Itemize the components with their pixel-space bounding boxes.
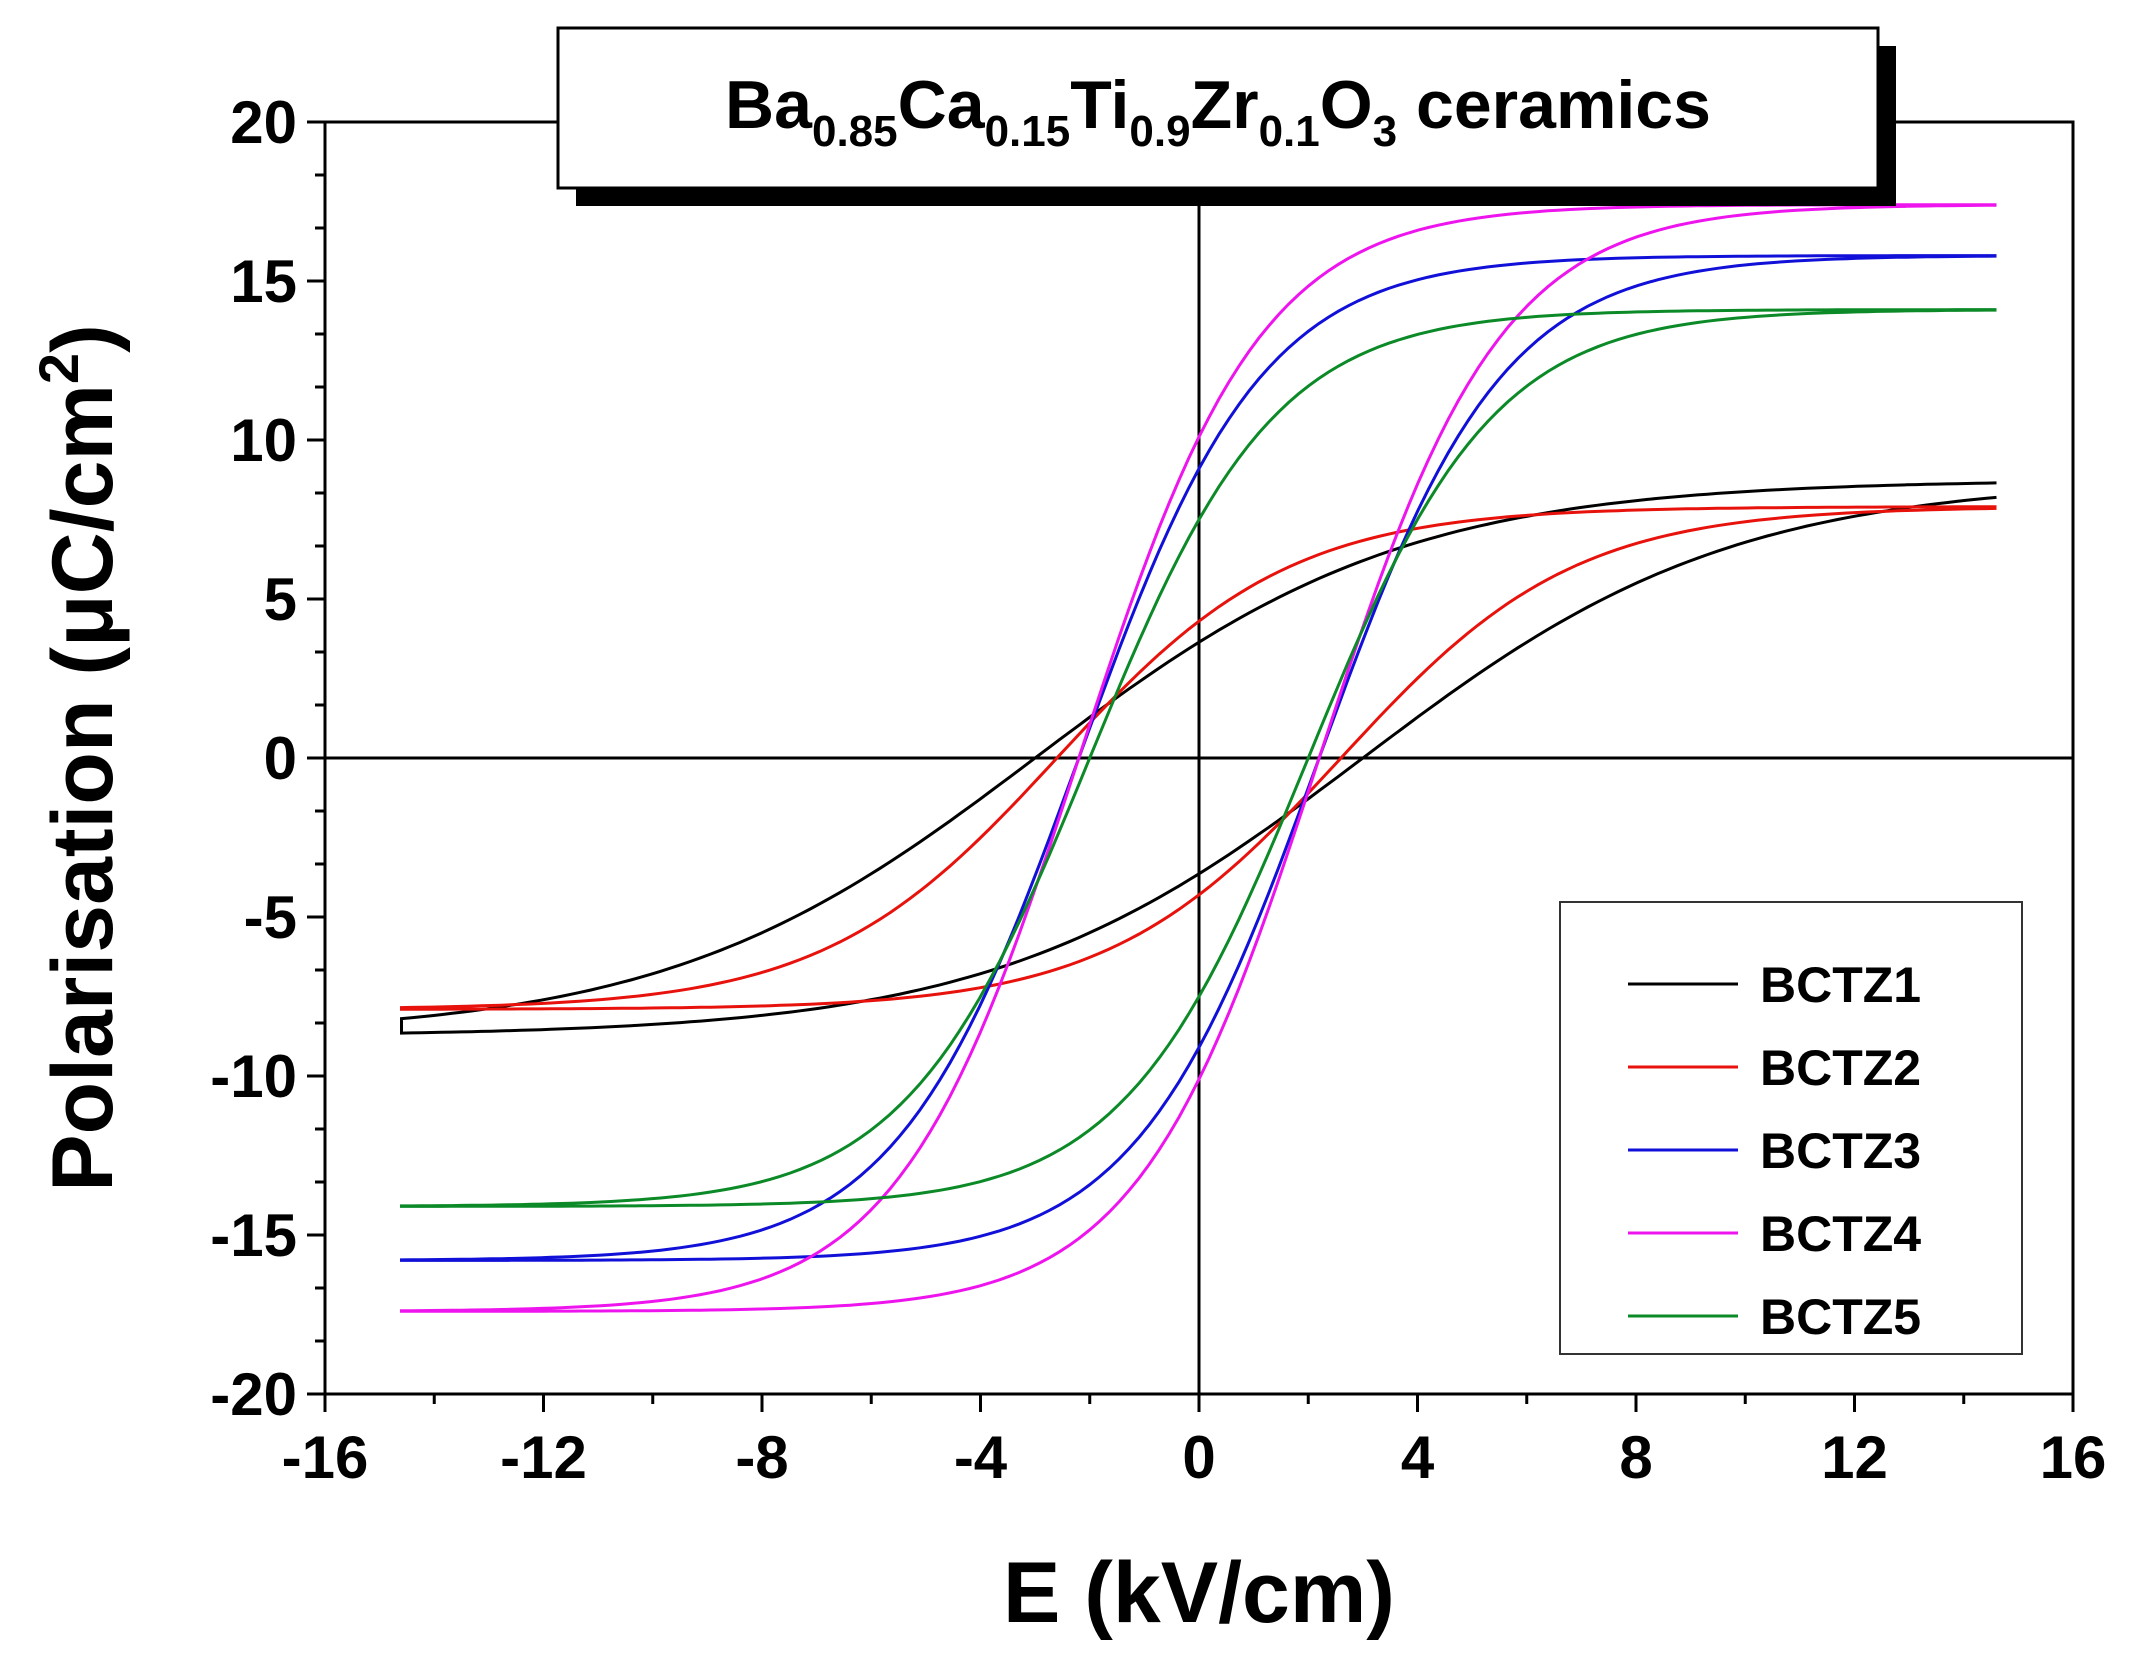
title-segment: Ca (898, 67, 986, 143)
axis-ticks-group: -16 -12 -8 -4 0 4 8 12 16 -20 -15 -10 -5 0 5 10 15 20 (210, 89, 2106, 1491)
title-subscript: 3 (1373, 107, 1397, 156)
x-axis-label: E (kV/cm) (1003, 1545, 1395, 1641)
y-tick-label: -20 (210, 1361, 297, 1428)
series-curve-bctz2 (400, 505, 1997, 1011)
y-tick-label: -15 (210, 1202, 297, 1269)
x-tick-label: 16 (2040, 1424, 2107, 1491)
y-label-segment: μ (35, 594, 131, 647)
legend-label-bctz5: BCTZ5 (1760, 1289, 1921, 1345)
y-tick-label: 20 (230, 89, 297, 156)
title-subscript: 0.15 (985, 107, 1071, 156)
title-segment: Zr (1191, 67, 1259, 143)
axis-labels-group: E (kV/cm) Polarisation (μC/cm2) (27, 324, 1395, 1641)
y-axis-label: Polarisation (μC/cm2) (27, 324, 131, 1191)
title-subscript: 0.9 (1129, 107, 1190, 156)
series-curve-bctz3 (400, 254, 1997, 1262)
chart-title-group: Ba0.85Ca0.15Ti0.9Zr0.1O3 ceramics (556, 26, 1896, 206)
y-label-segment: Polarisation ( (35, 647, 131, 1192)
series-curve-bctz5 (400, 308, 1997, 1208)
y-label-superscript: 2 (27, 353, 90, 384)
legend-box (1559, 901, 2023, 1355)
title-box (556, 26, 1880, 190)
y-tick-label: 5 (264, 566, 297, 633)
legend-label-bctz3: BCTZ3 (1760, 1123, 1921, 1179)
title-segment: ceramics (1397, 67, 1711, 143)
x-tick-label: -8 (735, 1424, 788, 1491)
series-curve-bctz4 (400, 203, 1997, 1313)
legend-label-bctz1: BCTZ1 (1760, 957, 1921, 1013)
x-tick-label: 12 (1821, 1424, 1888, 1491)
y-tick-label: -10 (210, 1043, 297, 1110)
x-tick-label: -16 (282, 1424, 369, 1491)
chart-title: Ba0.85Ca0.15Ti0.9Zr0.1O3 ceramics (725, 67, 1711, 156)
x-tick-label: 0 (1182, 1424, 1215, 1491)
title-segment: O (1320, 67, 1373, 143)
legend-group: BCTZ1 BCTZ2 BCTZ3 BCTZ4 BCTZ5 (1559, 901, 2023, 1355)
y-tick-label: 15 (230, 248, 297, 315)
x-tick-label: 8 (1619, 1424, 1652, 1491)
x-tick-label: -12 (500, 1424, 587, 1491)
curves-group (400, 203, 1997, 1313)
title-segment: Ti (1070, 67, 1129, 143)
y-tick-label: 10 (230, 407, 297, 474)
y-tick-label: 0 (264, 725, 297, 792)
y-label-segment: ) (35, 324, 131, 353)
legend-label-bctz4: BCTZ4 (1760, 1206, 1921, 1262)
y-label-segment: C/cm (35, 384, 131, 594)
legend-label-bctz2: BCTZ2 (1760, 1040, 1921, 1096)
title-subscript: 0.1 (1259, 107, 1320, 156)
series-curve-bctz1 (400, 481, 1997, 1035)
x-tick-label: 4 (1401, 1424, 1435, 1491)
x-tick-label: -4 (954, 1424, 1008, 1491)
title-segment: Ba (725, 67, 813, 143)
y-tick-label: -5 (244, 884, 297, 951)
title-subscript: 0.85 (812, 107, 898, 156)
